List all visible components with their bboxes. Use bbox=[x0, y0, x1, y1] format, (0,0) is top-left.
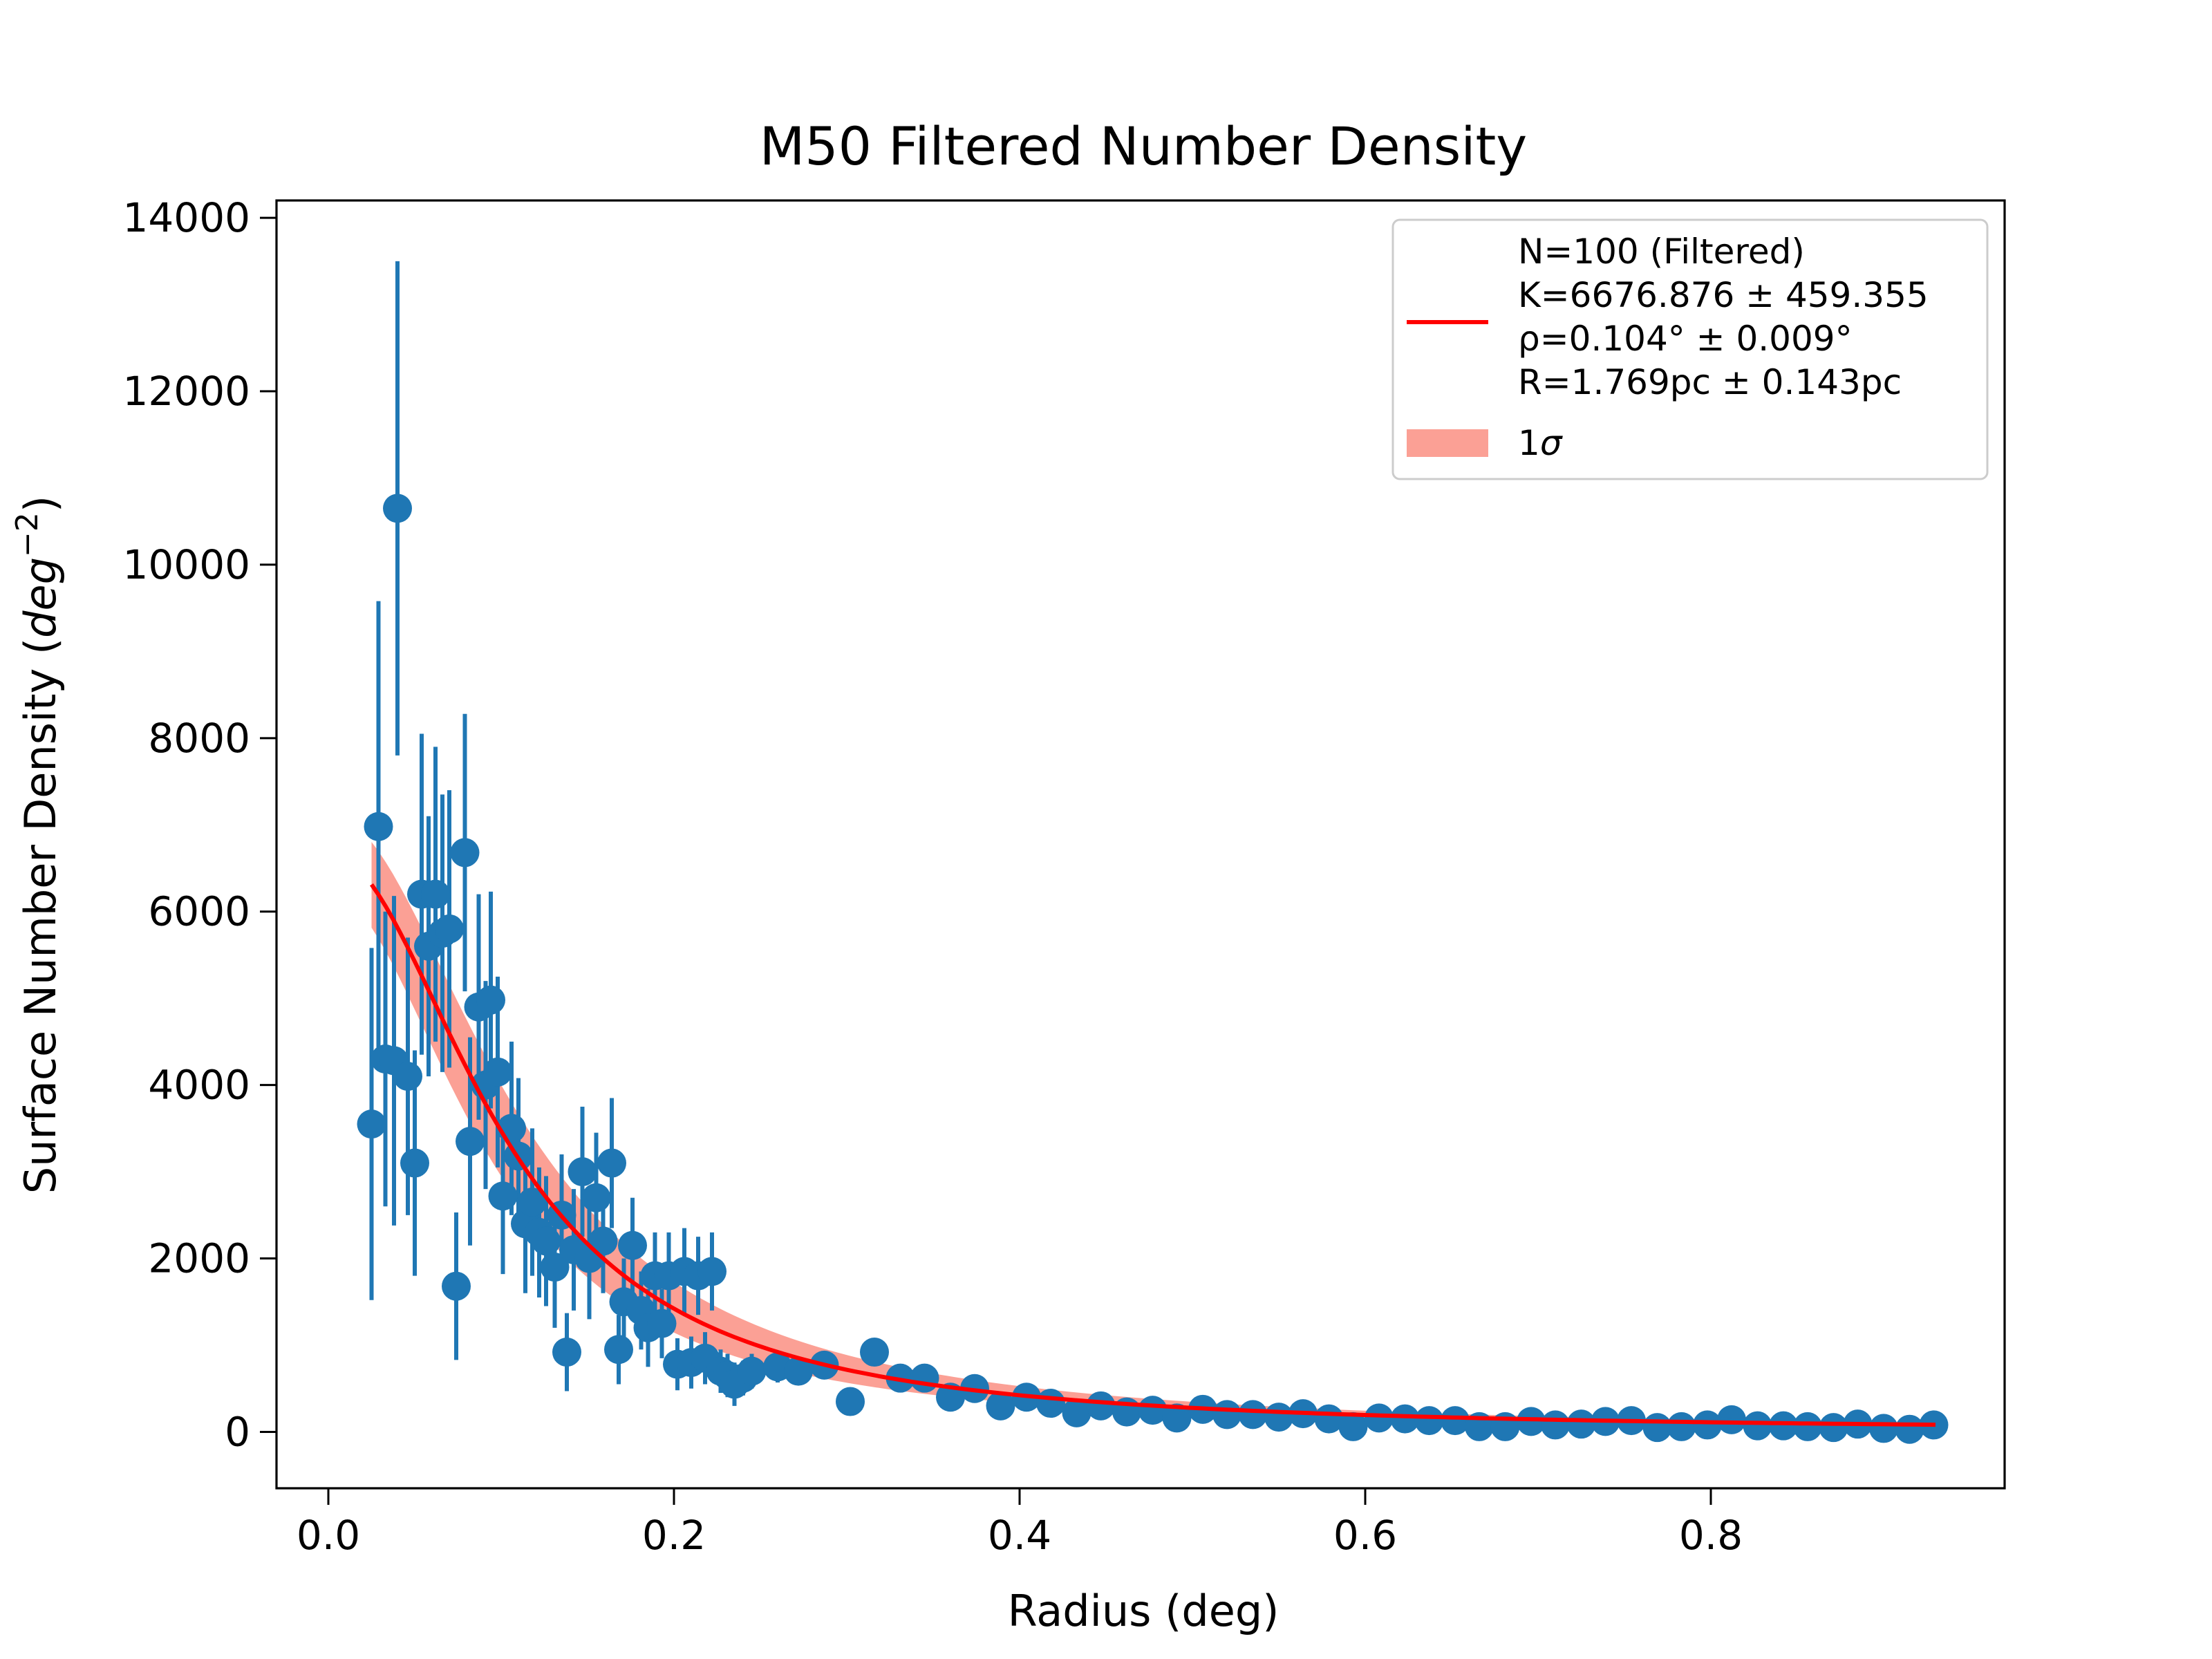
y-tick-label: 12000 bbox=[122, 368, 250, 415]
y-tick-label: 6000 bbox=[148, 888, 250, 935]
data-point bbox=[1390, 1404, 1420, 1434]
x-tick-label: 0.0 bbox=[297, 1512, 360, 1559]
data-point bbox=[1365, 1403, 1394, 1433]
legend-box bbox=[1391, 218, 1989, 480]
data-point bbox=[1517, 1407, 1546, 1436]
data-point bbox=[1769, 1411, 1798, 1441]
legend-band-label-prefix: 1 bbox=[1518, 423, 1540, 463]
x-tick-label: 0.6 bbox=[1333, 1512, 1397, 1559]
data-point bbox=[860, 1338, 889, 1367]
plot-area bbox=[357, 261, 1949, 1444]
y-tick-label: 2000 bbox=[148, 1235, 250, 1282]
data-point bbox=[581, 1183, 611, 1212]
data-point bbox=[1895, 1414, 1924, 1444]
legend-band-swatch bbox=[1407, 429, 1488, 457]
data-point bbox=[1541, 1410, 1570, 1440]
data-point bbox=[476, 985, 505, 1015]
fit-curve bbox=[370, 883, 1936, 1427]
data-point bbox=[1819, 1413, 1848, 1443]
y-tick-label: 4000 bbox=[148, 1062, 250, 1109]
data-point bbox=[552, 1338, 581, 1367]
data-point bbox=[532, 1226, 561, 1256]
data-point bbox=[1062, 1398, 1091, 1427]
x-axis-ticks: 0.0 0.2 0.4 0.6 0.8 bbox=[297, 1488, 1743, 1559]
data-point bbox=[421, 879, 450, 909]
fit-curve-layer bbox=[370, 883, 1936, 1427]
data-point bbox=[488, 1181, 518, 1211]
axes-frame bbox=[275, 199, 2006, 1490]
y-axis-ticks: 0 2000 4000 6000 8000 10000 12000 14000 bbox=[122, 194, 276, 1455]
y-axis-label-close: ) bbox=[15, 496, 66, 512]
y-axis-label: Surface Number Density (deg−2) bbox=[10, 496, 66, 1194]
data-point bbox=[737, 1356, 767, 1386]
data-point bbox=[1212, 1400, 1241, 1430]
y-axis-label-text: Surface Number Density ( bbox=[15, 638, 66, 1194]
data-point bbox=[442, 1271, 471, 1301]
data-point bbox=[1743, 1411, 1772, 1441]
legend-band-label: 1σ bbox=[1518, 423, 1563, 463]
x-axis-label: Radius (deg) bbox=[1008, 1586, 1280, 1636]
data-point bbox=[1693, 1410, 1722, 1440]
legend-fit-label-line-2: K=6676.876 ± 459.355 bbox=[1518, 275, 1929, 315]
data-point bbox=[784, 1356, 813, 1386]
data-point bbox=[647, 1309, 677, 1338]
data-point bbox=[1138, 1396, 1168, 1425]
data-point bbox=[910, 1363, 939, 1393]
data-point bbox=[357, 1109, 386, 1139]
data-point bbox=[450, 838, 480, 868]
legend-fit-label-line-1: N=100 (Filtered) bbox=[1518, 232, 1805, 272]
y-tick-label: 8000 bbox=[148, 715, 250, 762]
x-tick-label: 0.2 bbox=[642, 1512, 706, 1559]
legend-fit-label-line-3: ρ=0.104° ± 0.009° bbox=[1518, 319, 1853, 359]
data-point bbox=[518, 1188, 547, 1217]
y-tick-label: 0 bbox=[225, 1408, 250, 1455]
data-point bbox=[986, 1391, 1015, 1421]
chart-title: M50 Filtered Number Density bbox=[760, 115, 1528, 177]
data-point bbox=[393, 1062, 422, 1091]
legend: N=100 (Filtered) K=6676.876 ± 459.355 ρ=… bbox=[1391, 218, 1989, 480]
data-point bbox=[836, 1387, 865, 1416]
y-tick-label: 14000 bbox=[122, 194, 250, 241]
data-point bbox=[618, 1230, 647, 1260]
data-point bbox=[435, 914, 464, 944]
data-point bbox=[1869, 1414, 1898, 1443]
data-point bbox=[588, 1226, 618, 1256]
data-point bbox=[1667, 1412, 1696, 1441]
data-point bbox=[1036, 1389, 1065, 1418]
y-axis-label-math: deg bbox=[15, 557, 66, 638]
data-point bbox=[1566, 1409, 1596, 1439]
data-point bbox=[400, 1148, 429, 1178]
data-point bbox=[383, 494, 412, 523]
data-point bbox=[1793, 1412, 1822, 1441]
data-point bbox=[697, 1257, 727, 1286]
data-point bbox=[1717, 1405, 1746, 1434]
data-point bbox=[456, 1127, 485, 1156]
data-point bbox=[1162, 1403, 1192, 1433]
y-axis-label-exponent: −2 bbox=[10, 512, 45, 557]
y-tick-label: 10000 bbox=[122, 541, 250, 588]
data-point bbox=[604, 1335, 633, 1365]
x-tick-label: 0.8 bbox=[1679, 1512, 1743, 1559]
data-point bbox=[1414, 1406, 1444, 1436]
data-point bbox=[364, 812, 393, 841]
data-point bbox=[597, 1148, 626, 1178]
legend-fit-label-line-4: R=1.769pc ± 0.143pc bbox=[1518, 362, 1902, 402]
x-tick-label: 0.4 bbox=[988, 1512, 1051, 1559]
legend-band-label-symbol: σ bbox=[1540, 423, 1563, 463]
data-point bbox=[540, 1253, 570, 1282]
data-point bbox=[1441, 1406, 1470, 1436]
data-point bbox=[1338, 1412, 1368, 1441]
data-point bbox=[1238, 1400, 1268, 1430]
data-point bbox=[568, 1157, 597, 1187]
data-point bbox=[483, 1057, 512, 1087]
data-point bbox=[1086, 1391, 1116, 1421]
